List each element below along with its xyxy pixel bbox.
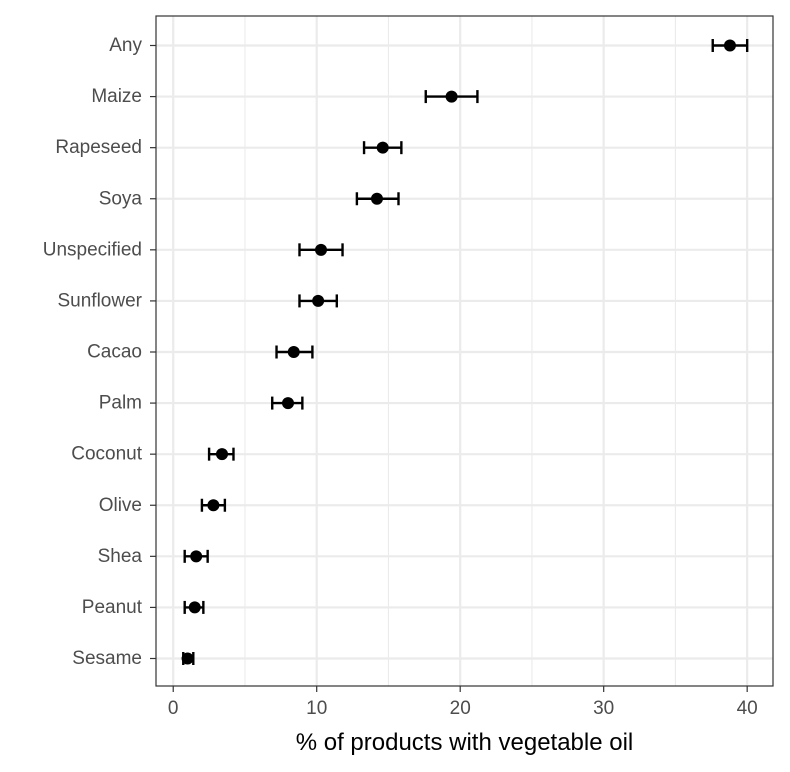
- point-cacao: [287, 346, 300, 358]
- y-tick-label-palm: Palm: [99, 393, 142, 414]
- y-tick-label-unspecified: Unspecified: [43, 239, 142, 260]
- x-axis: 0 10 20 30 40: [168, 686, 758, 719]
- error-bars: [182, 39, 749, 665]
- point-any: [723, 39, 736, 52]
- point-rapeseed: [376, 141, 389, 154]
- y-tick-label-peanut: Peanut: [82, 597, 143, 618]
- y-tick-label-coconut: Coconut: [71, 444, 142, 465]
- point-olive: [207, 499, 220, 512]
- x-axis-title: % of products with vegetable oil: [296, 729, 634, 756]
- point-maize: [445, 90, 458, 103]
- point-unspecified: [315, 243, 328, 256]
- point-sunflower: [312, 294, 325, 307]
- y-tick-label-olive: Olive: [99, 495, 142, 516]
- data-points: [181, 39, 736, 665]
- y-tick-label-shea: Shea: [98, 546, 143, 567]
- x-tick-label: 30: [593, 698, 614, 719]
- x-tick-label: 10: [306, 698, 327, 719]
- y-tick-label-sunflower: Sunflower: [58, 290, 143, 311]
- y-tick-label-rapeseed: Rapeseed: [55, 137, 142, 158]
- y-axis: Any Maize Rapeseed Soya Unspecified Sunflower…: [43, 35, 156, 669]
- x-tick-label: 0: [168, 698, 179, 719]
- point-soya: [370, 192, 383, 205]
- y-tick-label-sesame: Sesame: [72, 648, 142, 669]
- point-peanut: [188, 601, 201, 614]
- plot-panel-border: [155, 15, 774, 687]
- y-tick-label-any: Any: [109, 35, 142, 56]
- y-tick-label-maize: Maize: [91, 86, 142, 107]
- x-tick-label: 20: [450, 698, 471, 719]
- point-coconut: [216, 448, 229, 461]
- x-tick-label: 40: [737, 698, 758, 719]
- point-sesame: [181, 652, 194, 665]
- y-tick-label-cacao: Cacao: [87, 342, 142, 363]
- point-palm: [282, 397, 295, 410]
- y-tick-label-soya: Soya: [99, 188, 143, 209]
- point-shea: [190, 550, 203, 563]
